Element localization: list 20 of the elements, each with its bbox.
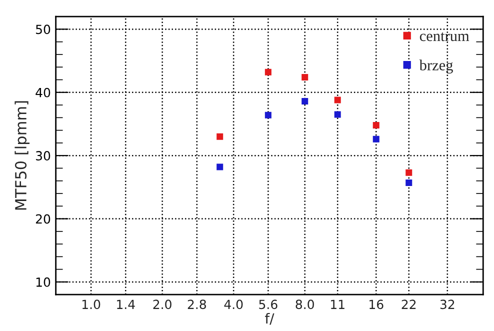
legend-label: brzeg: [419, 60, 453, 74]
y-tick-label: 10: [36, 277, 50, 287]
legend-label: centrum: [420, 32, 470, 42]
x-tick-label: 22: [402, 300, 416, 309]
x-tick-label: 2.8: [188, 300, 206, 310]
x-tick-label: 1.4: [117, 300, 135, 309]
y-tick-label: 30: [36, 151, 50, 160]
x-tick-label: 5.6: [259, 300, 278, 310]
y-tick-label: 40: [36, 88, 50, 98]
x-tick-label: 1.0: [82, 300, 100, 310]
x-tick-label: 11: [331, 300, 344, 309]
x-tick-label: 4.0: [224, 300, 243, 310]
y-axis-title: MTF50 [lpmm]: [14, 101, 30, 210]
x-tick-label: 8.0: [296, 300, 314, 310]
y-tick-label: 50: [36, 24, 50, 34]
x-axis-title: f/: [265, 312, 274, 325]
y-tick-label: 20: [36, 214, 50, 224]
x-tick-label: 16: [370, 300, 384, 310]
x-tick-label: 32: [440, 300, 454, 310]
x-tick-label: 2.0: [153, 300, 172, 310]
